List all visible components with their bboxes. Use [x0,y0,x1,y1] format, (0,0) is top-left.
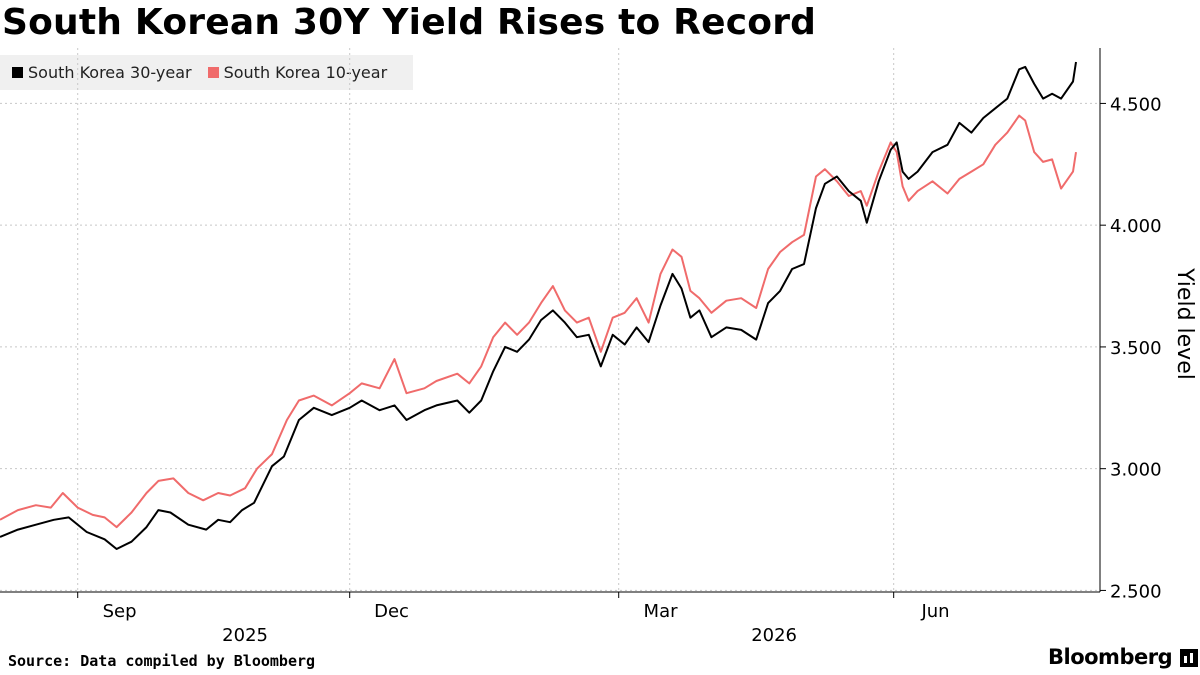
x-tick-label: Sep [103,601,137,622]
brand-name: Bloomberg [1048,645,1173,669]
y-tick-label: 3.500 [1110,338,1162,359]
x-year-label: 2026 [751,625,797,646]
legend-swatch-10y [207,67,219,78]
y-axis-label: Yield level [1172,267,1197,380]
y-tick-label: 4.000 [1110,216,1162,237]
legend-item-30y: South Korea 30-year [12,63,192,82]
y-tick-label: 2.500 [1110,581,1162,602]
legend-swatch-30y [12,67,23,78]
x-year-label: 2025 [222,625,268,646]
legend-label-10y: South Korea 10-year [223,63,388,82]
bloomberg-terminal-icon [1180,649,1199,667]
bloomberg-logo: Bloomberg [1048,645,1199,669]
series-line-10y [0,114,1077,529]
source-note: Source: Data compiled by Bloomberg [8,652,316,670]
legend-item-10y: South Korea 10-year [207,63,388,82]
chart-legend: South Korea 30-year South Korea 10-year [0,55,413,90]
x-tick-label: Dec [374,601,409,622]
x-tick-label: Jun [920,601,949,622]
chart-title: South Korean 30Y Yield Rises to Record [2,2,817,43]
x-tick-label: Mar [644,601,679,622]
series-line-30y [0,61,1077,550]
legend-label-30y: South Korea 30-year [28,63,192,82]
y-tick-label: 4.500 [1110,94,1162,115]
y-tick-label: 3.000 [1110,460,1162,481]
